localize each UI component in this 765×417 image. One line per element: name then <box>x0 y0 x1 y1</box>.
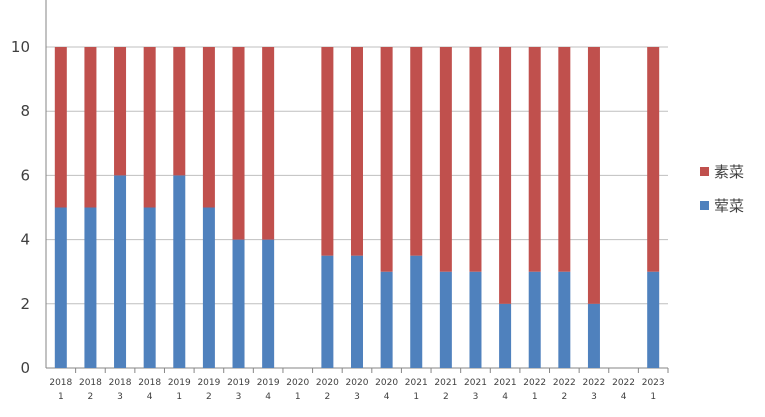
x-tick-label-quarter: 4 <box>265 392 271 402</box>
bar-segment <box>647 271 660 368</box>
bar-segment <box>262 47 275 240</box>
x-tick-label-quarter: 3 <box>591 392 597 402</box>
x-tick-label-quarter: 1 <box>176 392 182 402</box>
bar-segment <box>558 271 571 368</box>
bar-segment <box>321 47 334 256</box>
x-tick-label-quarter: 3 <box>236 392 242 402</box>
bar-segment <box>143 47 156 208</box>
y-tick-label: 0 <box>20 359 30 377</box>
x-tick-label-year: 2022 <box>553 378 576 388</box>
bar-segment <box>439 47 452 272</box>
bar-segment <box>558 47 571 272</box>
x-tick-label-year: 2022 <box>523 378 546 388</box>
x-tick-label-quarter: 3 <box>473 392 479 402</box>
bar-segment <box>202 207 215 368</box>
x-tick-label-year: 2020 <box>375 378 398 388</box>
x-tick-label-quarter: 1 <box>295 392 301 402</box>
bar-segment <box>84 207 97 368</box>
x-tick-label-quarter: 1 <box>650 392 656 402</box>
x-tick-label-quarter: 4 <box>147 392 153 402</box>
legend-label: 素菜 <box>714 163 744 181</box>
bar-segment <box>173 47 186 176</box>
x-tick-label-year: 2021 <box>434 378 457 388</box>
x-tick-label-year: 2020 <box>316 378 339 388</box>
x-tick-label-quarter: 1 <box>58 392 64 402</box>
bar-segment <box>410 255 423 368</box>
y-tick-label: 10 <box>11 38 30 56</box>
x-tick-label-quarter: 3 <box>117 392 123 402</box>
bar-segment <box>469 47 482 272</box>
bar-segment <box>499 303 512 368</box>
bar-segment <box>54 207 67 368</box>
bar-segment <box>54 47 67 208</box>
x-tick-label-year: 2019 <box>257 378 280 388</box>
x-tick-label-quarter: 2 <box>206 392 212 402</box>
x-tick-label-quarter: 2 <box>325 392 331 402</box>
y-tick-label: 8 <box>20 102 30 120</box>
y-tick-label: 4 <box>20 231 30 249</box>
bar-segment <box>351 47 363 256</box>
bar-segment <box>380 271 393 368</box>
x-tick-label-year: 2020 <box>286 378 309 388</box>
bar-segment <box>469 271 482 368</box>
bar-segment <box>114 47 127 176</box>
x-tick-label-quarter: 1 <box>532 392 538 402</box>
x-tick-label-year: 2021 <box>494 378 517 388</box>
x-tick-label-year: 2022 <box>612 378 635 388</box>
x-tick-label-year: 2019 <box>227 378 250 388</box>
x-tick-label-quarter: 2 <box>88 392 94 402</box>
bar-segment <box>410 47 423 256</box>
legend-swatch <box>700 167 709 176</box>
x-tick-label-year: 2019 <box>168 378 191 388</box>
x-tick-label-year: 2022 <box>582 378 605 388</box>
x-tick-label-year: 2018 <box>49 378 72 388</box>
x-tick-label-quarter: 3 <box>354 392 360 402</box>
x-tick-label-year: 2021 <box>405 378 428 388</box>
x-tick-label-quarter: 4 <box>384 392 390 402</box>
x-tick-label-quarter: 4 <box>621 392 627 402</box>
bar-segment <box>84 47 97 208</box>
x-tick-label-year: 2021 <box>464 378 487 388</box>
x-tick-label-year: 2018 <box>109 378 132 388</box>
x-tick-label-quarter: 4 <box>502 392 508 402</box>
x-tick-label-quarter: 2 <box>443 392 449 402</box>
bar-segment <box>528 271 541 368</box>
x-tick-label-year: 2020 <box>346 378 369 388</box>
legend-label: 荤菜 <box>714 197 744 215</box>
x-tick-label-year: 2023 <box>642 378 665 388</box>
bar-segment <box>173 175 186 368</box>
bar-segment <box>647 47 660 272</box>
bar-segment <box>587 47 600 304</box>
bar-segment <box>528 47 541 272</box>
bar-segment <box>114 175 127 368</box>
bar-segment <box>587 303 600 368</box>
bar-segment <box>232 239 245 368</box>
x-tick-label-year: 2018 <box>79 378 102 388</box>
bar-segment <box>202 47 215 208</box>
y-tick-label: 2 <box>20 295 30 313</box>
x-tick-label-quarter: 1 <box>413 392 419 402</box>
bar-segment <box>499 47 512 304</box>
bar-segment <box>143 207 156 368</box>
x-tick-label-year: 2019 <box>197 378 220 388</box>
bar-segment <box>439 271 452 368</box>
bar-segment <box>321 255 334 368</box>
y-tick-label: 6 <box>20 166 30 184</box>
bar-segment <box>232 47 245 240</box>
x-tick-label-year: 2018 <box>138 378 161 388</box>
bar-segment <box>262 239 275 368</box>
bar-segment <box>351 255 363 368</box>
legend-swatch <box>700 201 709 210</box>
x-tick-label-quarter: 2 <box>561 392 567 402</box>
bar-segment <box>380 47 393 272</box>
